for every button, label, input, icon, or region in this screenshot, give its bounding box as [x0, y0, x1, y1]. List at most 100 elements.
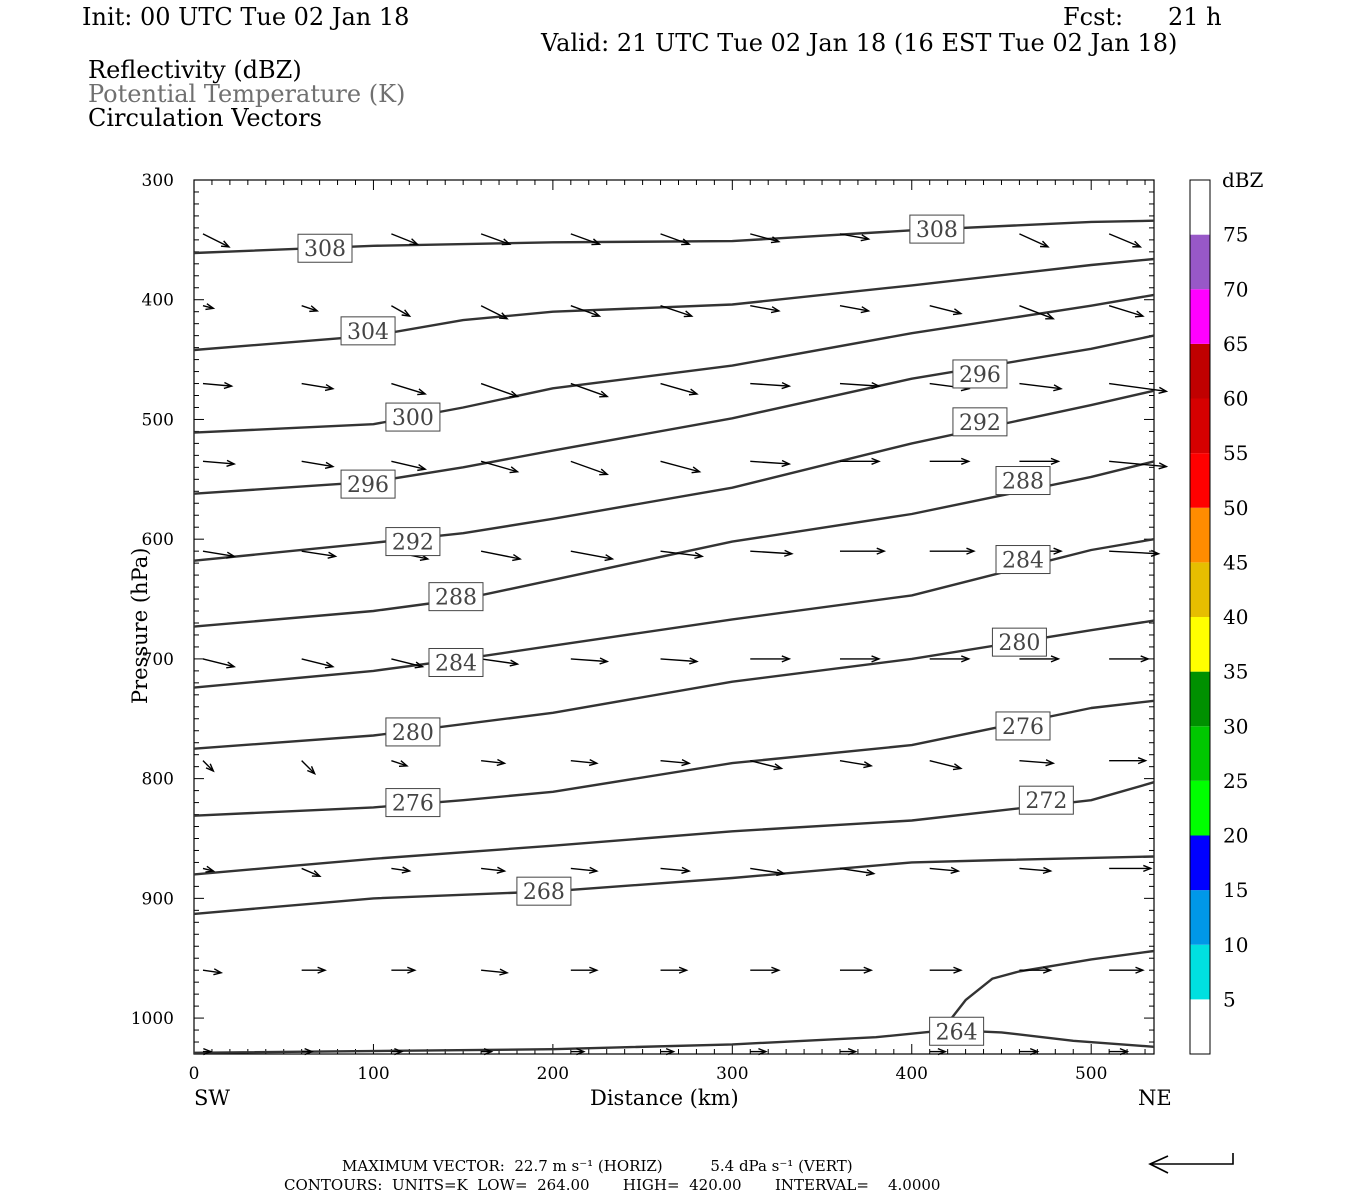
vector-head — [205, 303, 216, 311]
y-tick-label: 900 — [142, 889, 174, 909]
vector-shaft — [929, 759, 962, 770]
circulation-vector — [202, 658, 237, 669]
circulation-vector — [570, 460, 609, 476]
vector-head — [1135, 966, 1145, 974]
circulation-vector — [660, 966, 689, 974]
vector-head — [770, 236, 781, 244]
colorbar-level-label: 75 — [1223, 223, 1248, 247]
circulation-vector — [1108, 305, 1145, 318]
contour-label-text: 308 — [304, 237, 346, 262]
vector-shaft — [481, 867, 505, 872]
vector-head — [961, 655, 971, 663]
vector-shaft — [301, 382, 333, 390]
vector-head — [689, 657, 699, 665]
vector-shaft — [1019, 759, 1054, 764]
vector-shaft — [750, 305, 779, 312]
vector-shaft — [839, 867, 874, 875]
circulation-vector — [929, 1047, 948, 1056]
vector-shaft — [1019, 305, 1054, 320]
contour-label-text: 272 — [1025, 789, 1067, 814]
field-vectors-label: Circulation Vectors — [88, 104, 322, 132]
x-tick-label: 300 — [716, 1064, 748, 1084]
vector-shaft — [660, 460, 700, 473]
colorbar-segment — [1190, 343, 1210, 399]
vector-shaft — [839, 233, 869, 240]
vector-head — [213, 968, 224, 976]
vector-shaft — [570, 305, 600, 317]
contour-label-272: 272 — [1018, 785, 1074, 815]
circulation-vector — [660, 1047, 676, 1056]
vector-head — [304, 1047, 314, 1056]
contour-label-280: 280 — [385, 717, 441, 747]
colorbar-level-label: 40 — [1223, 605, 1248, 629]
vector-head — [1150, 549, 1161, 557]
circulation-vector — [1019, 759, 1056, 767]
vector-head — [871, 457, 881, 465]
vector-head — [205, 763, 215, 773]
circulation-vector — [202, 550, 237, 559]
contour-label-box — [428, 582, 484, 612]
circulation-vector — [929, 966, 963, 974]
contour-label-box — [909, 214, 965, 244]
circulation-vector — [301, 305, 320, 313]
vector-shaft — [1108, 305, 1144, 317]
vector-head — [1045, 312, 1055, 320]
contour-label-text: 276 — [392, 792, 434, 817]
colorbar-segment — [1190, 562, 1210, 617]
circulation-vector — [1019, 1047, 1040, 1056]
colorbar-segment — [1190, 890, 1210, 945]
x-axis-title: Distance (km) — [590, 1086, 739, 1110]
vector-shaft — [202, 550, 235, 558]
vector-head — [1143, 864, 1153, 873]
colorbar-level-label: 25 — [1223, 769, 1248, 793]
vector-head — [401, 866, 412, 874]
contour-label-296: 296 — [952, 359, 1008, 389]
colorbar-segment — [1190, 671, 1210, 727]
vector-head — [1050, 655, 1061, 663]
circulation-vector — [1019, 655, 1061, 663]
vector-shaft — [570, 550, 613, 560]
vector-head — [776, 868, 786, 877]
forecast-hour: 21 h — [1168, 3, 1222, 31]
vector-head — [781, 655, 792, 663]
vector-shaft — [480, 233, 510, 245]
vector-head — [407, 966, 417, 974]
contour-label-text: 280 — [998, 631, 1040, 656]
circulation-vector — [202, 381, 234, 390]
vector-head — [576, 1047, 586, 1056]
contour-label-box — [1018, 785, 1074, 815]
vector-shaft — [750, 759, 782, 770]
vector-head — [688, 388, 699, 396]
vector-head — [509, 659, 520, 667]
vector-head — [770, 306, 781, 314]
vector-head — [496, 758, 507, 767]
contour-label-box — [340, 316, 396, 346]
colorbar-level-label: 50 — [1223, 496, 1248, 520]
circulation-vector — [391, 460, 428, 472]
vector-head — [203, 1047, 213, 1056]
colorbar-title: dBZ — [1222, 168, 1264, 192]
circulation-vector — [570, 550, 615, 562]
theta-contour-272 — [193, 781, 1155, 876]
vector-head — [205, 865, 216, 873]
vector-shaft — [1109, 382, 1167, 393]
colorbar-segment — [1190, 726, 1210, 781]
vector-head — [694, 551, 705, 560]
circulation-vector — [481, 968, 509, 976]
vector-shaft — [202, 382, 232, 387]
contour-label-box — [385, 788, 441, 818]
vector-head — [1053, 547, 1063, 555]
circulation-vector — [570, 1047, 586, 1056]
circulation-vector — [301, 1047, 314, 1056]
circulation-vector — [570, 758, 599, 767]
vector-head — [324, 661, 335, 669]
vector-head — [509, 390, 520, 398]
vector-head — [599, 657, 610, 665]
vector-head — [591, 238, 602, 246]
contour-label-text: 268 — [523, 880, 565, 905]
circulation-vector — [1109, 757, 1148, 765]
vector-shaft — [570, 658, 608, 663]
vector-shaft — [660, 550, 703, 558]
y-tick-label: 800 — [142, 770, 174, 790]
theta-contour-308 — [193, 219, 1155, 255]
